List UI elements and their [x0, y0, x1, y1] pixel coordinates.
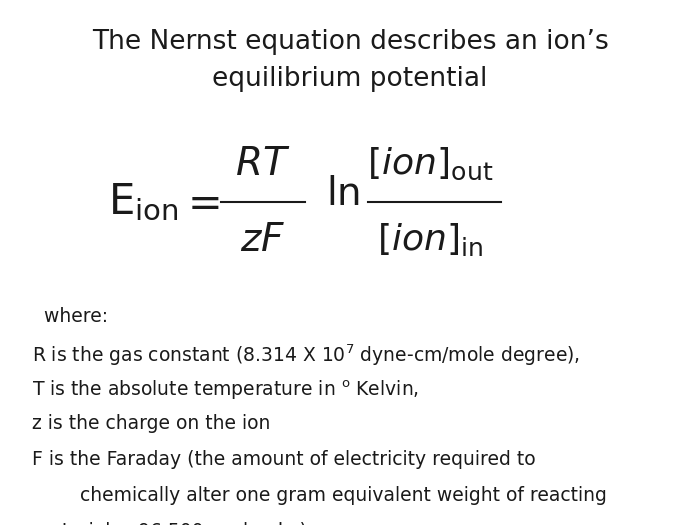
Text: $\mathit{zF}$: $\mathit{zF}$	[240, 221, 285, 259]
Text: $\mathrm{ln}$: $\mathrm{ln}$	[326, 175, 360, 213]
Text: The Nernst equation describes an ion’s: The Nernst equation describes an ion’s	[92, 29, 608, 55]
Text: chemically alter one gram equivalent weight of reacting: chemically alter one gram equivalent wei…	[32, 486, 606, 505]
Text: T is the absolute temperature in $^{\mathrm{o}}$ Kelvin,: T is the absolute temperature in $^{\mat…	[32, 379, 419, 402]
Text: equilibrium potential: equilibrium potential	[212, 66, 488, 92]
Text: R is the gas constant (8.314 X 10$^{7}$ dyne-cm/mole degree),: R is the gas constant (8.314 X 10$^{7}$ …	[32, 343, 580, 369]
Text: where:: where:	[38, 307, 108, 326]
Text: $[\mathit{ion}]_{\mathrm{in}}$: $[\mathit{ion}]_{\mathrm{in}}$	[377, 222, 484, 258]
Text: material = 96,500 coulombs).: material = 96,500 coulombs).	[32, 521, 312, 525]
Text: $\mathit{RT}$: $\mathit{RT}$	[235, 145, 290, 183]
Text: z is the charge on the ion: z is the charge on the ion	[32, 414, 270, 433]
Text: $\mathsf{E}_{\mathsf{ion}}$: $\mathsf{E}_{\mathsf{ion}}$	[108, 181, 179, 223]
Text: F is the Faraday (the amount of electricity required to: F is the Faraday (the amount of electric…	[32, 450, 535, 469]
Text: $[\mathit{ion}]_{\mathrm{out}}$: $[\mathit{ion}]_{\mathrm{out}}$	[368, 146, 493, 183]
Text: $=$: $=$	[179, 181, 220, 223]
